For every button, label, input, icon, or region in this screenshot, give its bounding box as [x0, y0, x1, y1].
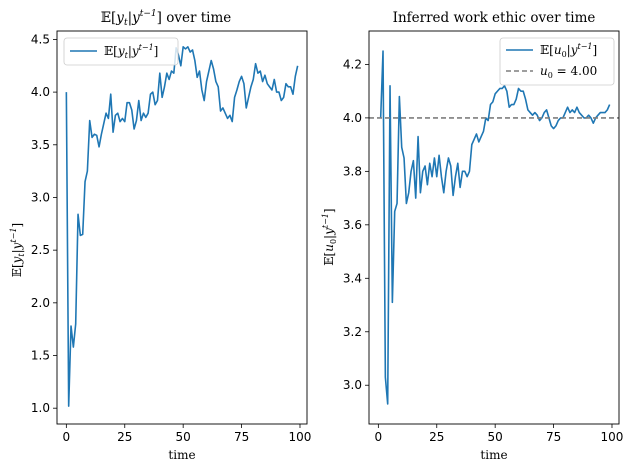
legend-box: [63, 37, 179, 66]
y-tick-label: 4.5: [31, 32, 50, 46]
x-tick-label: 75: [234, 430, 249, 444]
y-tick-label: 3.6: [343, 218, 362, 232]
x-tick-label: 50: [176, 430, 191, 444]
series-line: [379, 50, 611, 405]
chart-title: 𝔼[yt|yt−1] over time: [101, 9, 232, 28]
plot-frame: [56, 30, 308, 425]
y-tick-label: 2.0: [31, 296, 50, 310]
x-tick-label: 25: [117, 430, 132, 444]
x-tick-label: 0: [375, 430, 383, 444]
y-tick-label: 1.5: [31, 349, 50, 363]
y-tick-label: 4.0: [31, 85, 50, 99]
y-tick-label: 3.0: [343, 378, 362, 392]
x-tick-label: 100: [289, 430, 312, 444]
y-tick-label: 3.5: [31, 138, 50, 152]
x-tick-label: 100: [601, 430, 624, 444]
x-axis-label: time: [168, 448, 195, 462]
x-tick-label: 50: [488, 430, 503, 444]
chart-title: Inferred work ethic over time: [393, 10, 596, 26]
y-tick-label: 1.0: [31, 401, 50, 415]
x-axis-label: time: [480, 448, 507, 462]
x-tick-label: 25: [429, 430, 444, 444]
y-tick-label: 2.5: [31, 243, 50, 257]
chart-panel-work-ethic: Inferred work ethic over time 0 25 50 75 100…: [321, 10, 623, 462]
y-tick-label: 4.0: [343, 111, 362, 125]
x-tick-label: 0: [63, 430, 71, 444]
y-tick-label: 3.4: [343, 271, 362, 285]
legend-entry-expected-y: 𝔼[yt|yt−1]: [104, 43, 158, 60]
x-tick-label: 75: [546, 430, 561, 444]
y-tick-label: 3.2: [343, 325, 362, 339]
legend-entry-true-u0: u0 = 4.00: [540, 64, 597, 80]
legend: 𝔼[u0|yt−1] u0 = 4.00: [499, 37, 615, 86]
y-axis-label: 𝔼[yt|yt−1]: [9, 223, 26, 277]
plot-frame: [368, 30, 620, 425]
legend: 𝔼[yt|yt−1]: [63, 37, 179, 66]
series-line: [65, 45, 299, 407]
y-tick-label: 3.8: [343, 164, 362, 178]
y-tick-label: 4.2: [343, 57, 362, 71]
y-tick-label: 3.0: [31, 190, 50, 204]
chart-panel-expected-y: 𝔼[yt|yt−1] over time 0 25 50 75 100 1.0 1.5 2.…: [9, 9, 311, 462]
y-axis-label: 𝔼[u0|yt−1]: [321, 208, 338, 265]
legend-entry-expected-u0: 𝔼[u0|yt−1]: [540, 42, 597, 59]
